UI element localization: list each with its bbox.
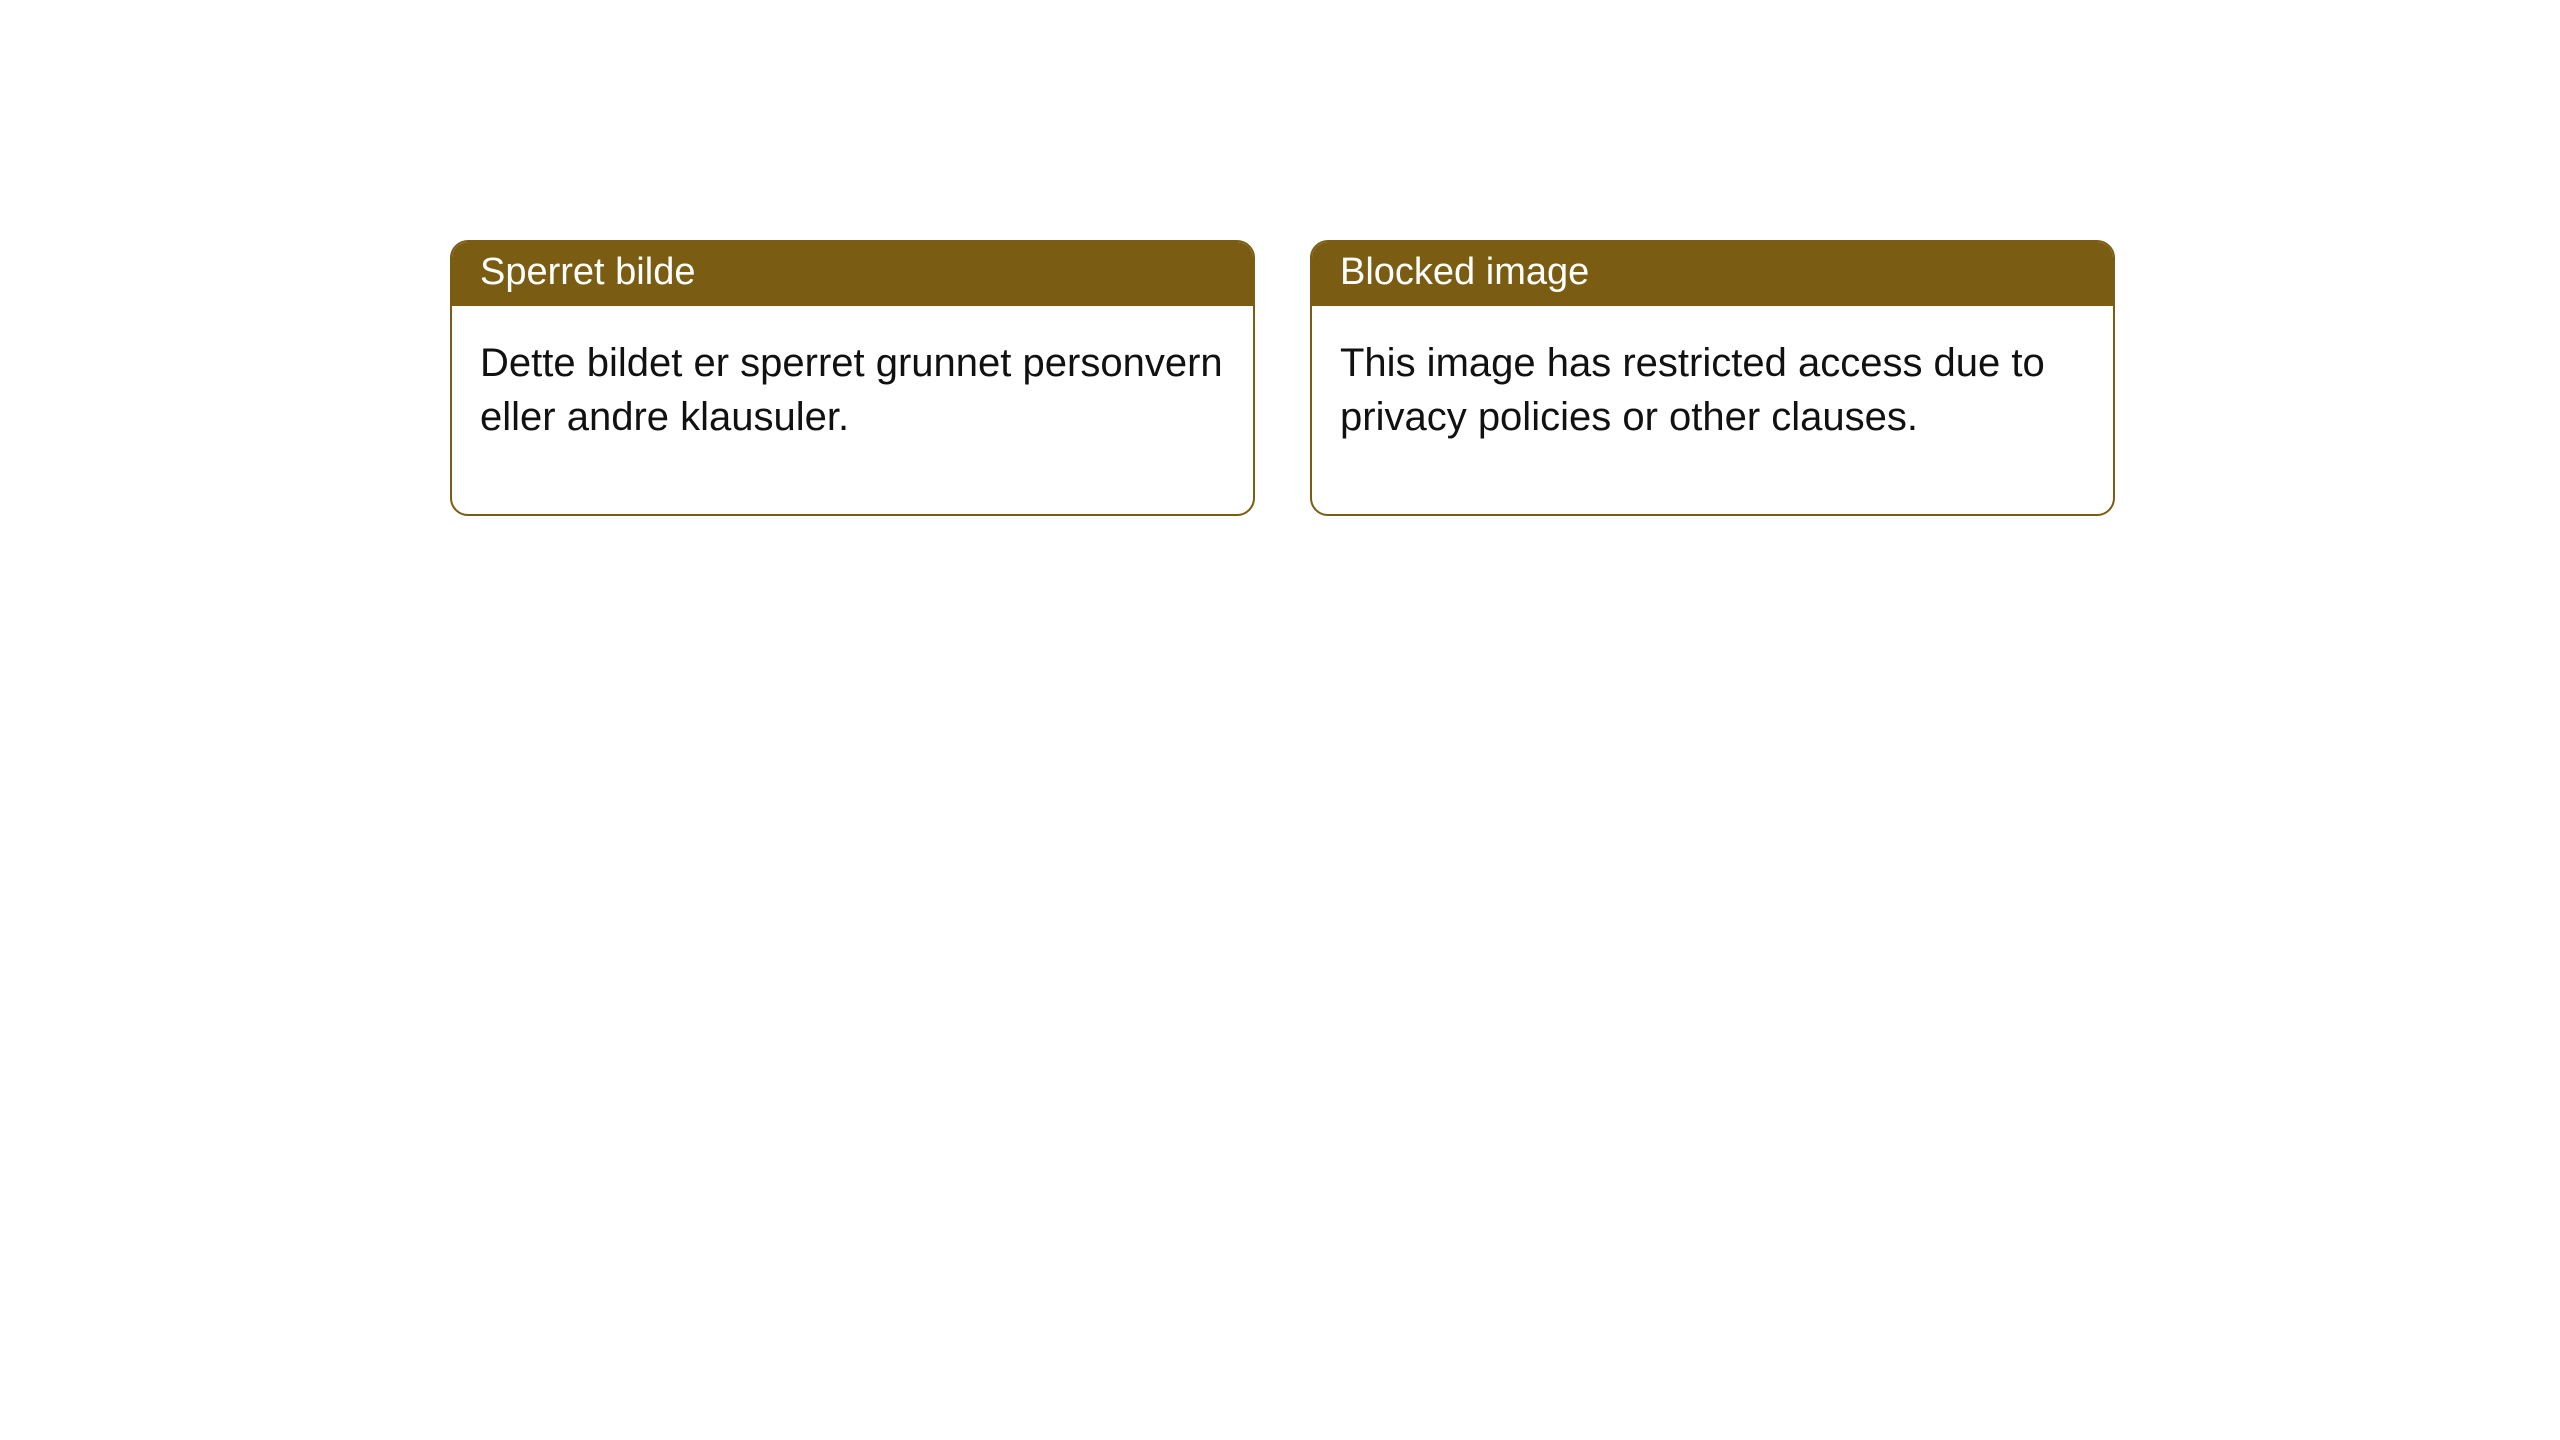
notice-title-english: Blocked image	[1312, 242, 2113, 306]
notice-container: Sperret bilde Dette bildet er sperret gr…	[0, 0, 2560, 516]
notice-body-english: This image has restricted access due to …	[1312, 306, 2113, 514]
notice-card-english: Blocked image This image has restricted …	[1310, 240, 2115, 516]
notice-card-norwegian: Sperret bilde Dette bildet er sperret gr…	[450, 240, 1255, 516]
notice-title-norwegian: Sperret bilde	[452, 242, 1253, 306]
notice-body-norwegian: Dette bildet er sperret grunnet personve…	[452, 306, 1253, 514]
